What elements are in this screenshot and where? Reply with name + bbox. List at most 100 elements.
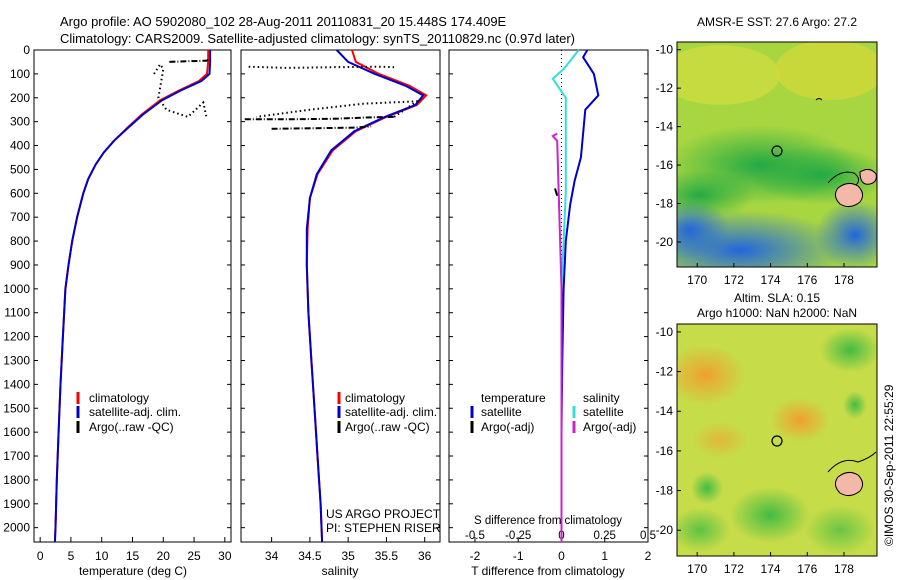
- figure-title-line2: Climatology: CARS2009. Satellite-adjuste…: [60, 31, 575, 46]
- x-tick-label: 34: [265, 549, 279, 563]
- temperature-series: [53, 50, 212, 543]
- map-y-tick-label: -12: [656, 365, 674, 379]
- x-tick-label: 35.5: [375, 549, 399, 563]
- sla-map-title: Altim. SLA: 0.15: [734, 291, 820, 305]
- series-line: [560, 49, 600, 542]
- sla-map: [677, 324, 877, 556]
- series-line: [53, 50, 212, 543]
- depth-tick-label: 1600: [3, 425, 30, 439]
- project-label: US ARGO PROJECT: [326, 507, 441, 521]
- depth-axis: 0 100 200 300 400 500 600 700 800 900 1000 1100 1200…: [3, 43, 30, 535]
- depth-tick-label: 1100: [4, 306, 30, 320]
- depth-tick-label: 1800: [3, 473, 30, 487]
- map-x-tick-label: 176: [797, 273, 817, 287]
- depth-tick-label: 1000: [3, 282, 30, 296]
- x-tick-label: 25: [187, 549, 201, 563]
- temperature-x-label: temperature (deg C): [79, 564, 187, 578]
- series-line: [551, 49, 580, 542]
- map-y-tick-label: -20: [656, 523, 674, 537]
- map-y-tick-label: -16: [656, 158, 674, 172]
- series-line: [554, 188, 559, 196]
- series-line: [305, 49, 425, 543]
- x-tick-label: 0: [37, 549, 44, 563]
- temperature-panel: [33, 49, 232, 543]
- argo-position-marker: [771, 145, 783, 157]
- map-y-tick-label: -16: [656, 444, 674, 458]
- depth-tick-label: 1900: [3, 497, 30, 511]
- temperature-x-axis: 0 5 10 15 20 25 30: [34, 49, 232, 563]
- salinity-panel: [240, 49, 441, 543]
- series-line: [256, 100, 421, 118]
- x-tick-label: 36: [418, 549, 432, 563]
- depth-tick-label: 900: [10, 258, 30, 272]
- map-x-tick-label: 170: [687, 562, 707, 576]
- legend-salinity-title: salinity: [583, 391, 620, 405]
- sst-map: [677, 42, 877, 267]
- map-y-tick-label: -20: [656, 235, 674, 249]
- figure-title-line1: Argo profile: AO 5902080_102 28-Aug-2011…: [60, 14, 507, 29]
- map-x-tick-label: 178: [834, 562, 854, 576]
- depth-tick-label: 100: [10, 67, 30, 81]
- series-line: [271, 125, 372, 130]
- map-y-tick-label: -10: [656, 325, 674, 339]
- depth-tick-label: 400: [10, 139, 30, 153]
- s-tick-label: -0.25: [505, 530, 531, 542]
- x-tick-label: 20: [157, 549, 171, 563]
- map-x-tick-label: 176: [797, 562, 817, 576]
- series-line: [248, 65, 395, 69]
- legend-s-argo: Argo(-adj): [583, 420, 636, 434]
- sst-map-axes: 170 172 174 176 178 -10 -12 -14 -16 -18 -20: [656, 43, 855, 287]
- depth-tick-label: 600: [10, 186, 30, 200]
- sla-map-subtitle: Argo h1000: NaN h2000: NaN: [697, 306, 857, 320]
- depth-tick-label: 300: [10, 115, 30, 129]
- x-tick-label: 2: [645, 549, 652, 563]
- depth-tick-label: 0: [23, 43, 30, 57]
- salinity-series: [244, 49, 428, 543]
- x-tick-label: 5: [68, 549, 75, 563]
- difference-x-label-top: S difference from climatology: [474, 515, 622, 527]
- legend-argo: Argo(..raw -QC): [89, 420, 174, 434]
- map-y-tick-label: -14: [656, 120, 674, 134]
- map-x-tick-label: 174: [761, 562, 781, 576]
- salinity-legend: climatology satellite-adj. clim. Argo(..…: [337, 391, 437, 434]
- map-y-tick-label: -18: [656, 484, 674, 498]
- x-tick-label: 1: [601, 549, 608, 563]
- depth-tick-label: 2000: [3, 521, 30, 535]
- series-line: [169, 58, 210, 63]
- island-shape: [859, 168, 877, 185]
- depth-tick-label: 500: [10, 162, 30, 176]
- island-shape: [834, 182, 864, 208]
- depth-tick-label: 1700: [3, 449, 30, 463]
- salinity-x-label: salinity: [322, 564, 359, 578]
- series-line: [551, 132, 563, 542]
- map-y-tick-label: -10: [656, 43, 674, 57]
- sla-map-axes: 170 172 174 176 178 -10 -12 -14 -16 -18 -20: [656, 325, 855, 576]
- salinity-x-axis: 34 34.5 35 35.5 36: [241, 49, 440, 563]
- legend-climatology: climatology: [345, 391, 405, 405]
- series-line: [244, 115, 395, 121]
- x-tick-label: 0: [558, 549, 565, 563]
- difference-series: [551, 49, 600, 542]
- x-tick-label: -2: [470, 549, 481, 563]
- x-tick-label: -1: [513, 549, 524, 563]
- map-x-tick-label: 170: [687, 273, 707, 287]
- pi-label: PI: STEPHEN RISER: [326, 521, 441, 535]
- depth-tick-label: 200: [10, 91, 30, 105]
- depth-tick-label: 700: [10, 210, 30, 224]
- depth-tick-label: 1300: [3, 353, 30, 367]
- s-tick-label: -0.5: [465, 530, 485, 542]
- map-y-tick-label: -18: [656, 197, 674, 211]
- legend-t-satellite: satellite: [481, 405, 522, 419]
- map-y-tick-label: -12: [656, 81, 674, 95]
- x-tick-label: 34.5: [298, 549, 322, 563]
- depth-tick-label: 1500: [3, 401, 30, 415]
- map-x-tick-label: 174: [761, 273, 781, 287]
- legend-t-argo: Argo(-adj): [481, 420, 534, 434]
- s-tick-label: 0.5: [640, 530, 656, 542]
- island-shape: [834, 471, 864, 497]
- timestamp-label: ©IMOS 30-Sep-2011 22:55:29: [882, 384, 896, 546]
- x-tick-label: 35: [341, 549, 355, 563]
- depth-tick-label: 800: [10, 234, 30, 248]
- map-x-tick-label: 172: [724, 273, 744, 287]
- legend-climatology: climatology: [89, 391, 149, 405]
